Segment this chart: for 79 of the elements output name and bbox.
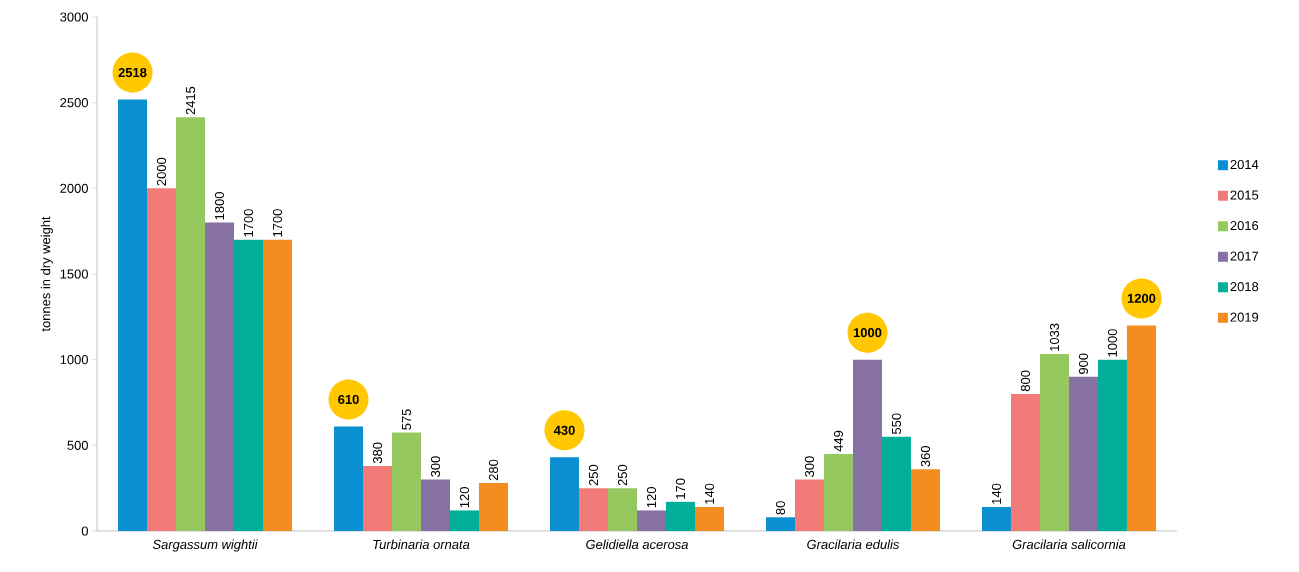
data-label: 575 xyxy=(401,409,412,430)
x-tick-label: Sargassum wightii xyxy=(152,539,258,552)
legend-label: 2018 xyxy=(1230,282,1259,292)
data-label: 300 xyxy=(430,456,441,477)
data-label: 250 xyxy=(588,464,599,486)
legend-label: 2017 xyxy=(1230,251,1259,261)
bar xyxy=(1126,325,1156,531)
bar xyxy=(665,501,695,531)
data-label: 1200 xyxy=(1127,293,1156,303)
data-label: 610 xyxy=(338,394,359,405)
bar xyxy=(205,222,235,531)
bar xyxy=(147,188,177,531)
y-tick-label: 0 xyxy=(81,526,88,536)
bar xyxy=(607,488,637,531)
bar xyxy=(578,488,608,531)
bar xyxy=(765,517,795,531)
legend-label: 2019 xyxy=(1230,312,1259,322)
data-label: 1700 xyxy=(272,209,283,237)
data-label: 2000 xyxy=(156,157,167,186)
data-label: 80 xyxy=(775,501,786,515)
data-label: 120 xyxy=(646,487,657,508)
bar xyxy=(234,239,264,531)
data-label: 550 xyxy=(891,413,902,435)
bar xyxy=(1097,359,1127,531)
y-tick-label: 2500 xyxy=(60,98,88,108)
y-tick-label: 2000 xyxy=(60,183,88,193)
x-tick-label: Turbinaria ornata xyxy=(373,539,470,550)
bar xyxy=(1068,376,1098,531)
y-tick-label: 1000 xyxy=(60,355,88,365)
bar xyxy=(334,426,363,531)
data-label: 449 xyxy=(833,430,844,452)
x-tick-label: Gracilaria edulis xyxy=(807,539,900,550)
y-tick-label: 3000 xyxy=(60,12,88,22)
data-label: 1700 xyxy=(243,209,254,237)
bar xyxy=(794,479,824,531)
bar xyxy=(1010,393,1040,531)
bar xyxy=(852,359,882,531)
data-label: 380 xyxy=(372,442,383,464)
bar xyxy=(823,454,853,531)
legend-label: 2015 xyxy=(1230,190,1259,200)
bar xyxy=(910,469,940,531)
bar xyxy=(118,99,148,531)
data-label: 300 xyxy=(804,456,815,477)
legend-label: 2016 xyxy=(1230,220,1259,231)
bar xyxy=(421,479,450,531)
data-label: 2415 xyxy=(185,86,196,115)
bar xyxy=(1039,354,1069,531)
bar xyxy=(392,432,421,531)
bar xyxy=(479,483,508,531)
data-label: 1800 xyxy=(214,192,225,220)
bar xyxy=(363,465,392,531)
bar xyxy=(549,457,579,531)
data-label: 800 xyxy=(1020,370,1031,392)
data-label: 1033 xyxy=(1049,323,1060,351)
data-label: 250 xyxy=(617,464,628,486)
data-label: 430 xyxy=(553,425,575,435)
data-label: 900 xyxy=(1078,353,1089,374)
bar xyxy=(981,507,1011,531)
data-label: 120 xyxy=(459,487,470,508)
bar xyxy=(881,436,911,531)
bar xyxy=(176,117,206,531)
data-label: 140 xyxy=(991,483,1002,504)
bar xyxy=(263,239,293,531)
bar xyxy=(450,510,479,531)
data-label: 1000 xyxy=(853,328,882,338)
y-tick-label: 500 xyxy=(67,440,88,450)
bar xyxy=(694,507,724,531)
x-tick-label: Gracilaria salicornia xyxy=(1012,539,1126,550)
data-label: 360 xyxy=(920,446,931,467)
legend-label: 2014 xyxy=(1230,159,1259,170)
data-label: 170 xyxy=(675,478,686,499)
bar xyxy=(636,510,666,531)
y-axis-title: tonnes in dry weight xyxy=(40,216,53,332)
data-label: 2518 xyxy=(118,67,147,78)
data-label: 1000 xyxy=(1107,329,1118,357)
y-tick-label: 1500 xyxy=(60,269,88,279)
x-tick-label: Gelidiella acerosa xyxy=(586,539,688,550)
data-label: 280 xyxy=(488,459,499,481)
data-label: 140 xyxy=(704,483,715,504)
